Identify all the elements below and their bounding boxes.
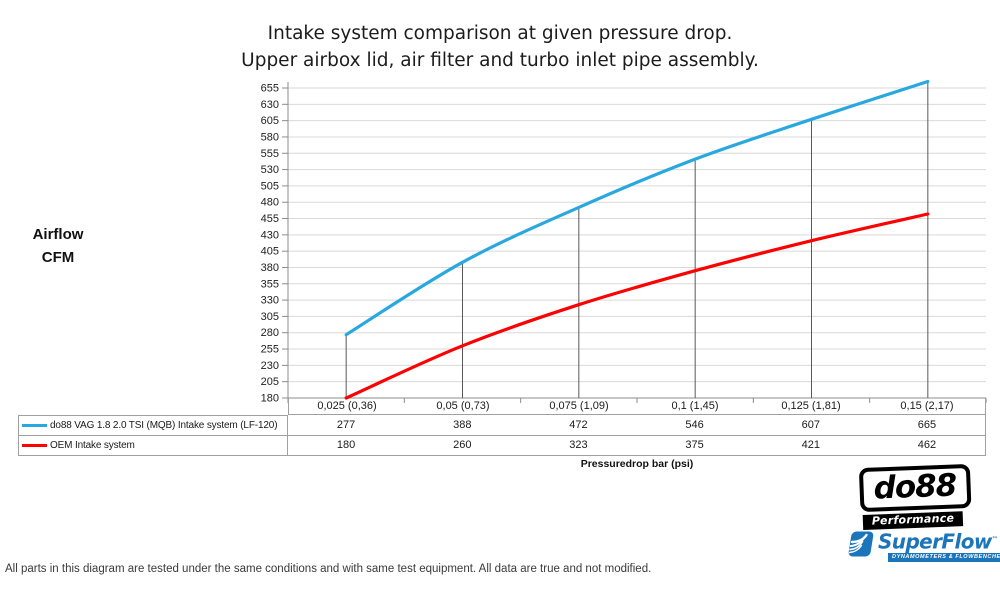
svg-text:330: 330: [261, 295, 279, 307]
svg-text:280: 280: [261, 327, 279, 339]
oem-value-cell: 375: [685, 439, 704, 452]
x-category-row: 0,025 (0,36) 0,05 (0,73) 0,075 (1,09) 0,…: [288, 398, 986, 415]
oem-value-cell: 323: [569, 439, 588, 452]
svg-text:430: 430: [261, 229, 279, 241]
x-category-label: 0,125 (1,81): [781, 400, 841, 412]
x-category-label: 0,1 (1,45): [671, 400, 719, 412]
do88-logo-text: do88: [858, 463, 972, 513]
y-axis-title-line2: CFM: [41, 249, 75, 266]
oem-value-cell: 180: [336, 439, 356, 452]
do88-logo: do88 Performance: [858, 463, 972, 531]
svg-text:205: 205: [261, 376, 279, 388]
oem-values-row: 180 260 323 375 421 462: [288, 436, 985, 456]
data-table: 277 388 472 546 607 665 180 260 323 375 …: [288, 415, 986, 456]
do88-value-cell: 472: [569, 418, 588, 431]
svg-text:530: 530: [261, 164, 279, 176]
svg-text:380: 380: [261, 262, 279, 274]
svg-text:255: 255: [261, 344, 279, 356]
svg-text:605: 605: [261, 115, 279, 127]
oem-series-swatch: [22, 443, 47, 447]
y-axis-title: Airflow CFM: [8, 223, 108, 269]
do88-value-cell: 277: [336, 418, 356, 431]
chart-title-line2: Upper airbox lid, air filter and turbo i…: [241, 50, 759, 71]
svg-text:405: 405: [261, 246, 279, 258]
svg-text:230: 230: [261, 360, 279, 372]
oem-value-cell: 462: [917, 439, 937, 452]
do88-value-cell: 546: [685, 418, 704, 431]
do88-series-swatch: [22, 423, 47, 427]
svg-text:480: 480: [261, 197, 279, 209]
do88-value-cell: 388: [453, 418, 472, 431]
oem-value-cell: 421: [801, 439, 820, 452]
superflow-logo-subtitle: DYNAMOMETERS & FLOWBENCHES: [888, 552, 1000, 562]
chart-title-line1: Intake system comparison at given pressu…: [267, 23, 733, 44]
svg-text:630: 630: [261, 99, 279, 111]
chart-title: Intake system comparison at given pressu…: [0, 20, 1000, 74]
legend-table: do88 VAG 1.8 2.0 TSI (MQB) Intake system…: [18, 415, 288, 456]
do88-series-label: do88 VAG 1.8 2.0 TSI (MQB) Intake system…: [50, 419, 278, 431]
legend-row-oem: OEM Intake system: [19, 436, 287, 456]
superflow-icon: [848, 531, 874, 557]
y-axis-title-line1: Airflow: [32, 226, 84, 243]
do88-value-cell: 665: [917, 418, 937, 431]
x-axis-title: Pressuredrop bar (psi): [580, 458, 694, 470]
svg-text:455: 455: [261, 213, 279, 225]
do88-value-cell: 607: [801, 418, 820, 431]
svg-text:305: 305: [261, 311, 279, 323]
do88-values-row: 277 388 472 546 607 665: [288, 415, 985, 436]
x-category-label: 0,15 (2,17): [900, 400, 954, 412]
svg-text:655: 655: [261, 83, 279, 95]
svg-text:505: 505: [261, 180, 279, 192]
svg-text:555: 555: [261, 148, 279, 160]
x-category-label: 0,025 (0,36): [317, 400, 377, 412]
svg-text:580: 580: [261, 131, 279, 143]
svg-text:355: 355: [261, 278, 279, 290]
superflow-logo-text: SuperFlow™: [878, 529, 998, 554]
legend-row-do88: do88 VAG 1.8 2.0 TSI (MQB) Intake system…: [19, 416, 287, 436]
superflow-logo: SuperFlow™ DYNAMOMETERS & FLOWBENCHES: [847, 530, 1000, 562]
oem-value-cell: 260: [453, 439, 472, 452]
x-category-label: 0,075 (1,09): [549, 400, 609, 412]
trademark-symbol: ™: [991, 536, 998, 543]
footer-note: All parts in this diagram are tested und…: [5, 563, 652, 575]
x-category-label: 0,05 (0,73): [436, 400, 490, 412]
svg-text:180: 180: [261, 393, 279, 405]
oem-series-label: OEM Intake system: [50, 439, 135, 451]
